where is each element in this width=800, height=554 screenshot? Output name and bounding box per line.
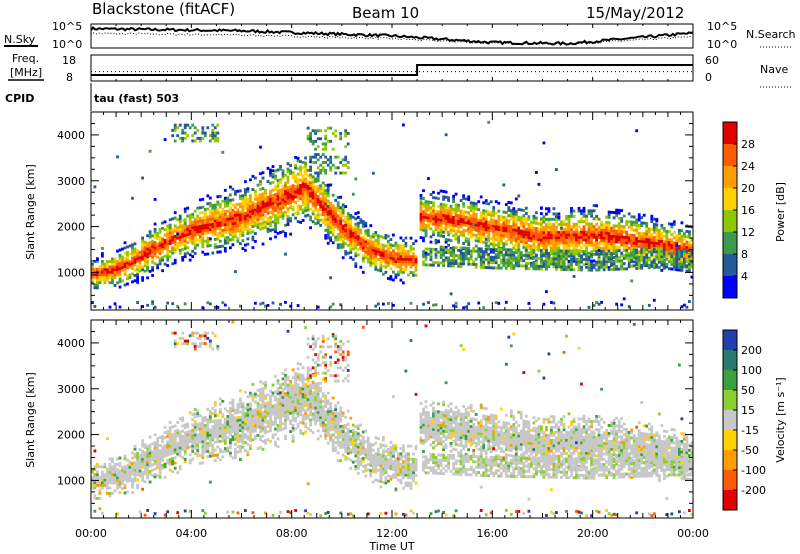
freq-panel (90, 54, 694, 82)
x-axis-title: Time UT (368, 540, 414, 553)
power-colorbar-tick-4: 12 (741, 226, 755, 239)
velocity-y-tick-1000: 1000 (57, 474, 85, 487)
velocity-colorbar-swatch-0 (723, 330, 737, 351)
power-colorbar-tick-5: 8 (741, 248, 748, 261)
freq-tick-high: 18 (62, 54, 76, 67)
power-panel: 1000 2000 3000 4000 (57, 111, 694, 311)
power-colorbar-swatch-0 (723, 122, 737, 145)
x-tick-label-3: 12:00 (376, 527, 408, 540)
cpid-value: tau (fast) 503 (94, 92, 179, 105)
velocity-colorbar-tick-5: -50 (741, 444, 759, 457)
nave-label: Nave (760, 63, 788, 76)
velocity-colorbar-tick-4: -15 (741, 424, 759, 437)
power-colorbar-tick-1: 24 (741, 160, 755, 173)
cpid-label: CPID (5, 92, 34, 105)
noise-tick-right-low: 10^0 (707, 38, 737, 51)
noise-panel (90, 23, 694, 49)
velocity-colorbar-title: Velocity [m s⁻¹] (774, 377, 787, 462)
freq-label: Freq. (12, 52, 39, 65)
date-title: 15/May/2012 (586, 4, 684, 22)
freq-tick-low: 8 (66, 71, 73, 84)
power-colorbar-swatch-3 (723, 188, 737, 211)
nave-tick-high: 60 (705, 54, 719, 67)
power-colorbar-swatch-7 (723, 276, 737, 299)
power-colorbar-swatch-2 (723, 166, 737, 189)
power-y-axis-title: Slant Range [km] (24, 164, 37, 260)
velocity-colorbar-swatch-2 (723, 370, 737, 391)
power-colorbar-title: Power [dB] (774, 182, 787, 242)
power-colorbar-swatch-4 (723, 210, 737, 233)
power-y-tick-1000: 1000 (57, 266, 85, 279)
velocity-colorbar-tick-6: -100 (741, 464, 766, 477)
power-y-tick-3000: 3000 (57, 175, 85, 188)
velocity-colorbar-tick-0: 200 (741, 344, 762, 357)
velocity-colorbar-swatch-7 (723, 470, 737, 491)
power-y-tick-2000: 2000 (57, 221, 85, 234)
power-colorbar-tick-3: 16 (741, 204, 755, 217)
power-colorbar-tick-0: 28 (741, 138, 755, 151)
noise-tick-right-high: 10^5 (707, 20, 737, 33)
noise-search-series (90, 31, 694, 46)
x-tick-label-1: 04:00 (175, 527, 207, 540)
velocity-y-axis-title: Slant Range [km] (24, 372, 37, 468)
power-colorbar: 28 24 20 16 12 8 4 (722, 121, 755, 299)
x-tick-label-4: 16:00 (476, 527, 508, 540)
power-colorbar-swatch-5 (723, 232, 737, 255)
velocity-colorbar-swatch-6 (723, 450, 737, 471)
x-tick-label-2: 08:00 (276, 527, 308, 540)
noise-sky-series (90, 26, 694, 46)
x-tick-label-5: 20:00 (577, 527, 609, 540)
noise-tick-left-high: 10^5 (52, 20, 82, 33)
velocity-y-tick-4000: 4000 (57, 337, 85, 350)
velocity-colorbar-tick-1: 100 (741, 364, 762, 377)
x-tick-label-6: 00:00 (677, 527, 709, 540)
velocity-colorbar-tick-3: 15 (741, 404, 755, 417)
velocity-colorbar-swatch-3 (723, 390, 737, 411)
velocity-colorbar-swatch-4 (723, 410, 737, 431)
velocity-colorbar-tick-7: -200 (741, 484, 766, 497)
power-colorbar-tick-2: 20 (741, 182, 755, 195)
velocity-y-tick-2000: 2000 (57, 429, 85, 442)
frequency-series (91, 64, 693, 76)
velocity-colorbar-swatch-5 (723, 430, 737, 451)
velocity-colorbar-swatch-8 (723, 490, 737, 511)
velocity-colorbar-tick-2: 50 (741, 384, 755, 397)
nave-tick-low: 0 (705, 71, 712, 84)
power-colorbar-swatch-6 (723, 254, 737, 277)
station-title: Blackstone (fitACF) (92, 0, 235, 18)
power-colorbar-tick-6: 4 (741, 270, 748, 283)
velocity-y-tick-3000: 3000 (57, 383, 85, 396)
nsearch-label: N.Search (746, 28, 796, 41)
beam-title: Beam 10 (352, 4, 419, 22)
noise-tick-left-low: 10^0 (52, 38, 82, 51)
freq-unit-label: [MHz] (10, 66, 42, 79)
velocity-colorbar: 200 100 50 15 -15 -50 -100 -200 (722, 329, 766, 511)
velocity-panel: 1000 2000 3000 4000 (57, 319, 694, 519)
power-y-tick-4000: 4000 (57, 129, 85, 142)
x-tick-label-0: 00:00 (75, 527, 107, 540)
power-colorbar-swatch-1 (723, 144, 737, 167)
velocity-colorbar-swatch-1 (723, 350, 737, 371)
nsky-label: N.Sky (4, 33, 36, 46)
